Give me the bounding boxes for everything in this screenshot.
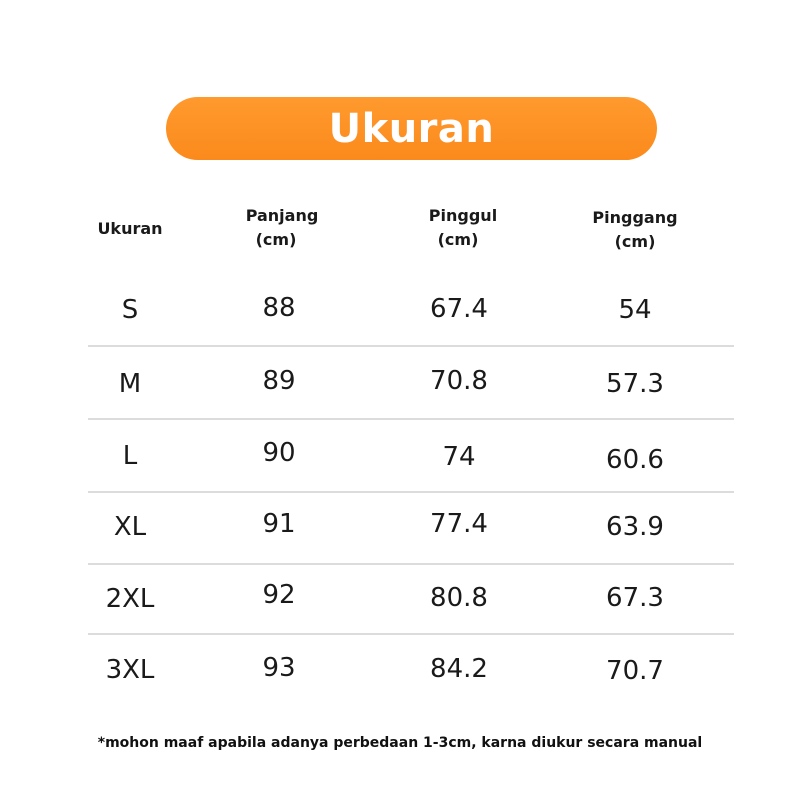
panjang-cell: 93 [262,653,296,683]
panjang-cell: 89 [262,366,296,396]
row-divider [88,633,734,635]
row-divider [88,418,734,420]
header-panjang-label: Panjang [245,206,319,225]
header-pinggang-unit: (cm) [614,232,656,251]
size-cell: 3XL [105,655,155,685]
header-panjang-unit: (cm) [255,230,297,249]
row-divider [88,345,734,347]
footnote: *mohon maaf apabila adanya perbedaan 1-3… [97,735,703,751]
size-cell: M [118,369,142,399]
panjang-cell: 91 [262,509,296,539]
panjang-cell: 90 [262,438,296,468]
pinggang-cell: 67.3 [606,583,664,613]
panjang-cell: 88 [262,293,296,323]
pinggang-cell: 57.3 [606,369,664,399]
row-divider [88,491,734,493]
header-pinggul-label: Pinggul [428,206,498,225]
panjang-cell: 92 [262,580,296,610]
size-cell: XL [113,512,147,542]
pinggul-cell: 67.4 [430,294,488,324]
row-divider [88,563,734,565]
pinggul-cell: 74 [442,442,476,472]
size-cell: 2XL [105,584,155,614]
pinggang-cell: 70.7 [606,656,664,686]
header-pinggul: Pinggul (cm) [400,204,526,252]
size-cell: L [122,441,138,471]
pinggang-cell: 63.9 [606,512,664,542]
header-pinggang: Pinggang (cm) [575,206,695,254]
pinggul-cell: 84.2 [430,654,488,684]
header-ukuran-label: Ukuran [97,219,163,238]
header-pinggul-unit: (cm) [437,230,479,249]
header-panjang: Panjang (cm) [222,204,342,252]
header-pinggang-label: Pinggang [592,208,678,227]
pinggang-cell: 60.6 [606,445,664,475]
pinggul-cell: 80.8 [430,583,488,613]
pinggang-cell: 54 [618,295,652,325]
pinggul-cell: 70.8 [430,366,488,396]
pinggul-cell: 77.4 [430,509,488,539]
page-title: Ukuran [328,105,495,152]
title-banner: Ukuran [166,97,657,160]
size-cell: S [121,295,139,325]
header-ukuran: Ukuran [70,217,190,241]
